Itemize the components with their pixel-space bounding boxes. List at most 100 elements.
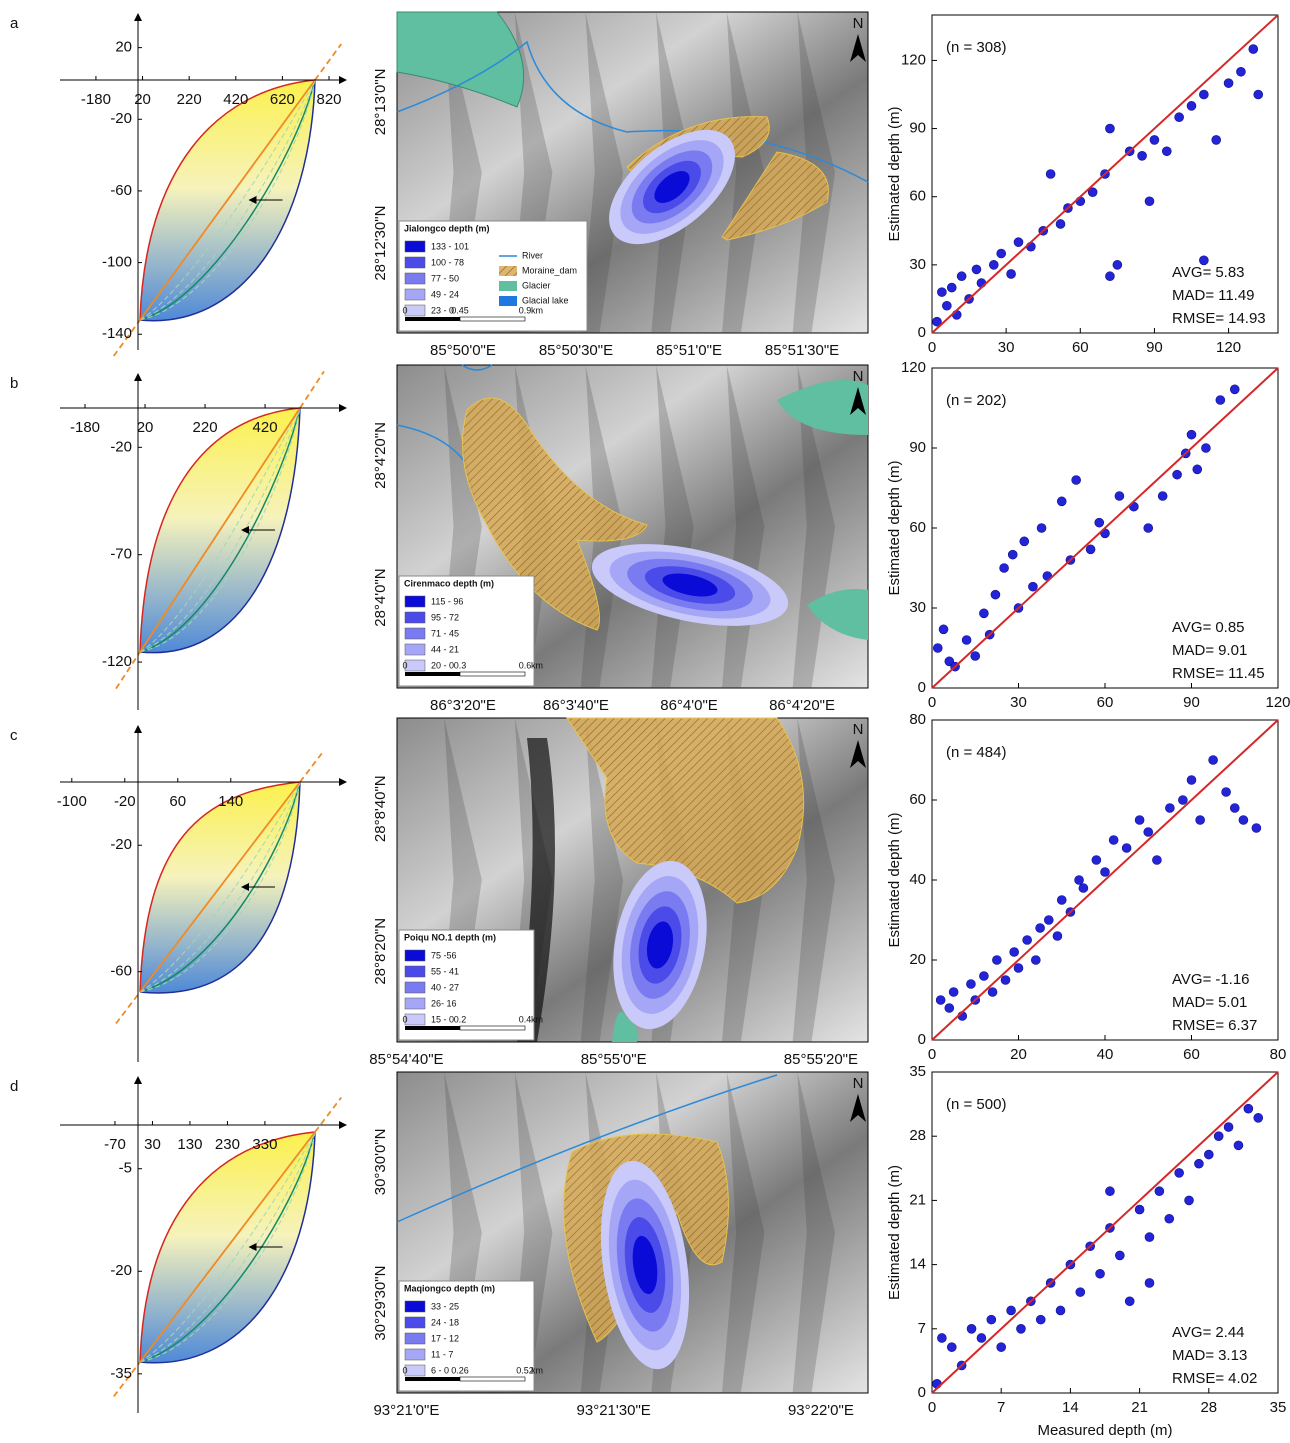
x-tick-label: 60 bbox=[169, 793, 186, 810]
x-tick-label: 120 bbox=[1216, 339, 1241, 356]
north-label: N bbox=[853, 721, 864, 738]
x-tick-label: 120 bbox=[1265, 694, 1290, 711]
longitude-label: 86°4'0"E bbox=[660, 697, 718, 714]
legend-title: Cirenmaco depth (m) bbox=[404, 578, 494, 588]
ridge-shadow bbox=[721, 12, 765, 333]
dashed-curve bbox=[139, 79, 316, 321]
data-point bbox=[966, 979, 976, 989]
data-point bbox=[1055, 1305, 1066, 1316]
data-point bbox=[1071, 475, 1081, 485]
stat-label: AVG= bbox=[1172, 1324, 1212, 1341]
data-point bbox=[1172, 469, 1182, 480]
data-point bbox=[1028, 581, 1038, 592]
data-point bbox=[1095, 1268, 1105, 1279]
legend-class: 40 - 27 bbox=[431, 982, 459, 992]
legend-extra: Glacial lake bbox=[522, 295, 569, 305]
data-point bbox=[1114, 491, 1125, 501]
x-tick-label: 28 bbox=[1200, 1399, 1217, 1416]
legend-swatch bbox=[404, 288, 426, 301]
legend-swatch bbox=[404, 595, 426, 608]
scale-label: 0.9 bbox=[519, 305, 532, 315]
data-point bbox=[935, 995, 946, 1005]
longitude-label: 86°3'20"E bbox=[430, 697, 496, 714]
x-tick-label: 140 bbox=[218, 793, 243, 810]
stat-value: 0.85 bbox=[1215, 619, 1244, 636]
middle-curve bbox=[139, 781, 301, 993]
x-tick-label: 14 bbox=[1062, 1399, 1079, 1416]
x-tick-label: 130 bbox=[177, 1136, 202, 1153]
y-tick-label: 0 bbox=[918, 1031, 926, 1048]
dashed-curve bbox=[139, 781, 301, 993]
stat-value: 11.49 bbox=[1218, 287, 1254, 304]
x-axis-label: Measured depth (m) bbox=[1037, 1422, 1172, 1439]
data-point bbox=[1075, 1287, 1086, 1297]
data-point bbox=[932, 1379, 942, 1389]
y-tick-label: 60 bbox=[909, 791, 926, 808]
ridge-shadow bbox=[580, 718, 624, 1042]
y-tick-label: 7 bbox=[918, 1320, 926, 1337]
data-point bbox=[987, 987, 998, 997]
data-point bbox=[1204, 1149, 1214, 1160]
data-point bbox=[1091, 855, 1102, 865]
x-tick-label: 220 bbox=[193, 419, 218, 436]
stat-label: AVG= bbox=[1172, 264, 1212, 281]
ridge-shadow bbox=[580, 12, 624, 333]
legend-swatch bbox=[404, 256, 426, 269]
data-point bbox=[1087, 187, 1098, 197]
stat-label: AVG= bbox=[1172, 971, 1212, 988]
y-tick-label: -60 bbox=[110, 963, 132, 980]
legend-class: 11 - 7 bbox=[431, 1349, 453, 1359]
legend-class: 55 - 41 bbox=[431, 966, 459, 976]
stat-label: MAD= bbox=[1172, 1347, 1214, 1364]
orange-extension bbox=[314, 1096, 342, 1133]
data-point bbox=[1094, 517, 1105, 528]
data-point bbox=[1035, 1314, 1046, 1325]
data-point bbox=[1036, 523, 1047, 533]
legend-class: 26- 16 bbox=[431, 998, 457, 1008]
stat-value: 6.37 bbox=[1228, 1017, 1257, 1034]
x-tick-label: 220 bbox=[177, 91, 202, 108]
legend-swatch bbox=[404, 240, 426, 253]
legend-swatch bbox=[404, 304, 426, 317]
scale-label: 0.6 bbox=[519, 660, 532, 670]
legend-swatch bbox=[499, 266, 517, 276]
scale-bar-black bbox=[405, 1377, 460, 1381]
sample-size: (n = 484) bbox=[946, 744, 1006, 761]
dashed-curve bbox=[139, 781, 301, 993]
lower-curve bbox=[139, 781, 301, 994]
longitude-label: 85°55'0"E bbox=[581, 1051, 647, 1068]
legend-class: 133 - 101 bbox=[431, 241, 469, 251]
y-tick-label: 0 bbox=[918, 1384, 926, 1401]
scale-label: 0.26 bbox=[451, 1365, 469, 1375]
data-point bbox=[1022, 935, 1032, 945]
x-tick-label: 30 bbox=[998, 339, 1015, 356]
legend-swatch bbox=[404, 1364, 426, 1377]
data-point bbox=[1124, 1296, 1135, 1307]
data-point bbox=[1006, 269, 1016, 279]
data-point bbox=[1026, 241, 1036, 252]
legend-swatch bbox=[404, 1300, 426, 1313]
y-tick-label: 60 bbox=[909, 188, 926, 205]
y-tick-label: -20 bbox=[110, 438, 132, 455]
legend-class: 75 -56 bbox=[431, 950, 457, 960]
data-point bbox=[1108, 835, 1119, 845]
data-point bbox=[1016, 1324, 1026, 1334]
latitude-label: 28°8'40"N bbox=[372, 775, 389, 842]
legend-box bbox=[398, 220, 588, 332]
glacier bbox=[777, 380, 868, 435]
upper-curve bbox=[139, 79, 316, 321]
stat-label: RMSE= bbox=[1172, 1017, 1224, 1034]
data-point bbox=[1052, 931, 1063, 941]
middle-curve bbox=[139, 407, 301, 653]
x-tick-label: 230 bbox=[215, 1136, 240, 1153]
y-tick-label: -20 bbox=[110, 1262, 132, 1279]
data-point bbox=[1075, 196, 1086, 207]
x-tick-label: 30 bbox=[144, 1136, 161, 1153]
x-tick-label: 0 bbox=[928, 1046, 936, 1063]
legend-class: 15 - 0 bbox=[431, 1014, 454, 1024]
scale-label: 0 bbox=[402, 1365, 407, 1375]
stat: MAD= 9.01 bbox=[1172, 642, 1247, 659]
y-tick-label: 80 bbox=[909, 711, 926, 728]
data-point bbox=[944, 1003, 955, 1013]
legend-class: 24 - 18 bbox=[431, 1317, 459, 1327]
